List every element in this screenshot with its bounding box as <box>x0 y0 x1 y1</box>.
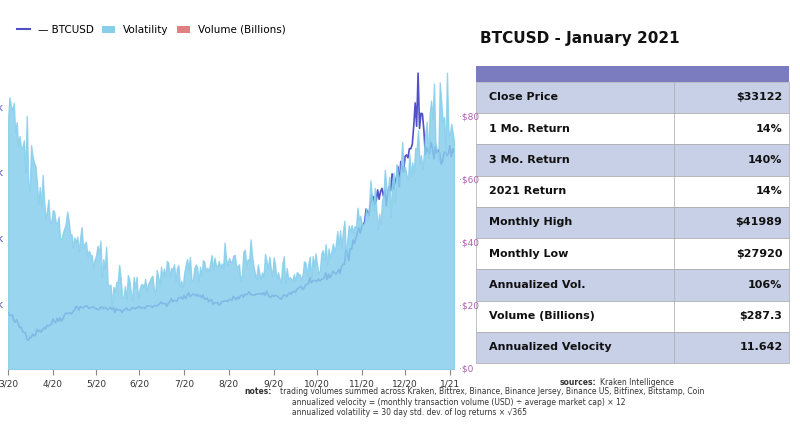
Text: Kraken Intelligence: Kraken Intelligence <box>600 378 674 387</box>
Bar <box>477 269 789 300</box>
Text: trading volumes summed across Kraken, Bittrex, Binance, Binance Jersey, Binance : trading volumes summed across Kraken, Bi… <box>280 387 704 417</box>
Text: Close Price: Close Price <box>490 93 558 102</box>
Text: 140%: 140% <box>748 155 782 165</box>
Text: 14%: 14% <box>756 186 782 196</box>
Text: Monthly Low: Monthly Low <box>490 249 569 259</box>
Text: 2021 Return: 2021 Return <box>490 186 566 196</box>
Bar <box>477 300 789 332</box>
Text: ·$40: ·$40 <box>458 239 478 247</box>
Text: $287.3: $287.3 <box>739 311 782 321</box>
Text: BTCUSD - January 2021: BTCUSD - January 2021 <box>480 31 680 46</box>
Bar <box>477 66 789 82</box>
Text: notes:: notes: <box>245 387 272 396</box>
Bar <box>477 238 789 269</box>
Text: Monthly High: Monthly High <box>490 218 573 227</box>
Text: 3 Mo. Return: 3 Mo. Return <box>490 155 570 165</box>
Legend: — BTCUSD, Volatility, Volume (Billions): — BTCUSD, Volatility, Volume (Billions) <box>14 21 290 39</box>
Bar <box>477 176 789 207</box>
Text: ·$80: ·$80 <box>458 112 478 121</box>
Text: 1 Mo. Return: 1 Mo. Return <box>490 124 570 134</box>
Text: 106%: 106% <box>748 280 782 290</box>
Bar <box>477 144 789 176</box>
Text: Annualized Vol.: Annualized Vol. <box>490 280 586 290</box>
Text: ·$0: ·$0 <box>458 365 473 374</box>
Text: $41989: $41989 <box>735 218 782 227</box>
Text: sources:: sources: <box>559 378 596 387</box>
Text: 14%: 14% <box>756 124 782 134</box>
Text: Volume (Billions): Volume (Billions) <box>490 311 595 321</box>
Bar <box>477 113 789 144</box>
Bar <box>477 207 789 238</box>
Text: ·$60: ·$60 <box>458 175 478 184</box>
Text: $27920: $27920 <box>736 249 782 259</box>
Bar <box>477 332 789 363</box>
Text: Annualized Velocity: Annualized Velocity <box>490 342 612 352</box>
Bar <box>477 82 789 113</box>
Text: ·$20: ·$20 <box>458 302 478 311</box>
Text: 11.642: 11.642 <box>739 342 782 352</box>
Text: $33122: $33122 <box>736 93 782 102</box>
